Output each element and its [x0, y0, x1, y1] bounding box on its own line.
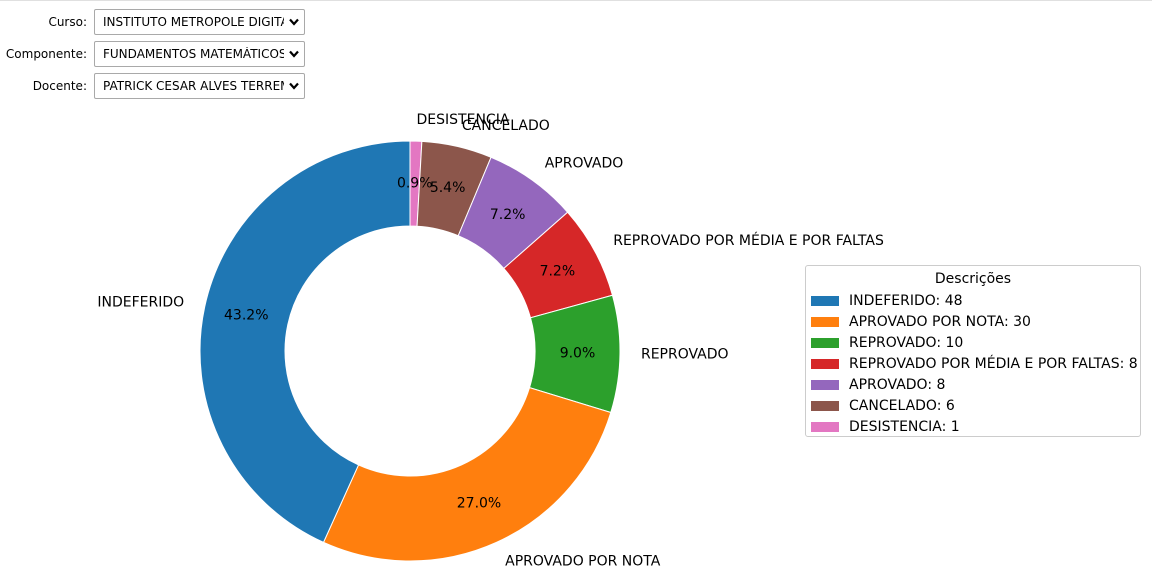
legend-label: REPROVADO: 10	[849, 334, 964, 351]
legend-item: APROVADO: 8	[806, 374, 1140, 395]
legend-swatch	[811, 295, 839, 306]
chevron-down-icon	[289, 18, 299, 26]
percent-label-aprovado: 7.2%	[490, 207, 526, 223]
category-label-desistencia: DESISTENCIA	[417, 112, 510, 128]
category-label-reprovado-por-media-e-por-faltas: REPROVADO POR MÉDIA E POR FALTAS	[613, 232, 884, 249]
legend-swatch	[811, 358, 839, 369]
component-filter-label: Componente:	[5, 47, 87, 61]
legend-swatch	[811, 337, 839, 348]
legend-label: APROVADO: 8	[849, 376, 946, 393]
legend-swatch	[811, 316, 839, 327]
teacher-filter-label: Docente:	[32, 79, 87, 93]
legend-label: CANCELADO: 6	[849, 397, 955, 414]
legend-item: INDEFERIDO: 48	[806, 290, 1140, 311]
percent-label-desistencia: 0.9%	[397, 176, 433, 192]
legend-swatch	[811, 379, 839, 390]
component-select[interactable]: FUNDAMENTOS MATEMÁTICOS DA COMPUTAÇÃO	[94, 41, 305, 67]
teacher-select-value: PATRICK CESAR ALVES TERREMATTE	[103, 79, 284, 93]
legend-label: APROVADO POR NOTA: 30	[849, 313, 1031, 330]
legend-swatch	[811, 400, 839, 411]
category-label-indeferido: INDEFERIDO	[97, 294, 184, 310]
category-label-cancelado: CANCELADO	[462, 118, 550, 134]
legend-label: REPROVADO POR MÉDIA E POR FALTAS: 8	[849, 355, 1138, 372]
percent-label-reprovado: 9.0%	[560, 345, 596, 361]
percent-label-reprovado-por-media-e-por-faltas: 7.2%	[540, 263, 576, 279]
percent-label-cancelado: 5.4%	[430, 180, 466, 196]
top-divider	[0, 0, 1152, 1]
legend-list: INDEFERIDO: 48 APROVADO POR NOTA: 30 REP…	[806, 290, 1140, 437]
teacher-select[interactable]: PATRICK CESAR ALVES TERREMATTE	[94, 73, 305, 99]
chevron-down-icon	[289, 82, 299, 90]
legend-swatch	[811, 421, 839, 432]
percent-label-indeferido: 43.2%	[224, 308, 268, 324]
component-select-value: FUNDAMENTOS MATEMÁTICOS DA COMPUTAÇÃO	[103, 47, 284, 61]
legend-label: INDEFERIDO: 48	[849, 292, 963, 309]
legend-item: CANCELADO: 6	[806, 395, 1140, 416]
legend-item: APROVADO POR NOTA: 30	[806, 311, 1140, 332]
donut-slice-aprovado-por-nota	[322, 386, 612, 562]
legend-label: DESISTENCIA: 1	[849, 418, 960, 435]
category-label-aprovado: APROVADO	[545, 155, 624, 171]
category-label-reprovado: REPROVADO	[641, 346, 729, 362]
donut-slice-indeferido	[199, 140, 411, 544]
course-select[interactable]: INSTITUTO METROPOLE DIGITAL	[94, 9, 305, 35]
course-filter-label: Curso:	[48, 15, 87, 29]
teacher-filter-row: Docente: PATRICK CESAR ALVES TERREMATTE	[0, 72, 305, 100]
category-label-aprovado-por-nota: APROVADO POR NOTA	[505, 553, 661, 569]
course-filter-row: Curso: INSTITUTO METROPOLE DIGITAL	[0, 8, 305, 36]
legend-item: DESISTENCIA: 1	[806, 416, 1140, 437]
course-select-value: INSTITUTO METROPOLE DIGITAL	[103, 15, 284, 29]
chevron-down-icon	[289, 50, 299, 58]
component-filter-row: Componente: FUNDAMENTOS MATEMÁTICOS DA C…	[0, 40, 305, 68]
legend-item: REPROVADO: 10	[806, 332, 1140, 353]
legend-title: Descrições	[934, 271, 1012, 287]
legend-item: REPROVADO POR MÉDIA E POR FALTAS: 8	[806, 353, 1140, 374]
percent-label-aprovado-por-nota: 27.0%	[457, 496, 501, 512]
chart-legend: Descrições INDEFERIDO: 48 APROVADO POR N…	[805, 265, 1141, 437]
